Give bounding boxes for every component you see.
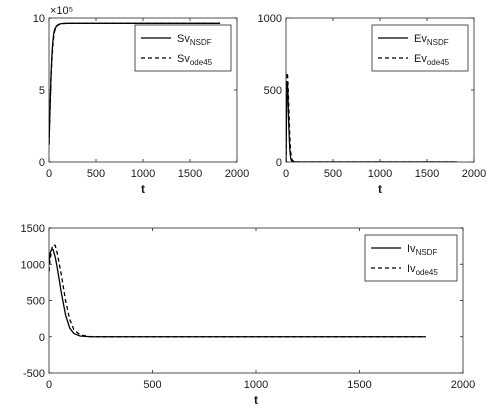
legend-label: Svode45 — [177, 53, 213, 67]
x-axis-label: t — [254, 393, 258, 407]
legend-label-main: Ev — [414, 33, 427, 45]
legend-label: Evode45 — [414, 53, 450, 67]
legend-label-main: Sv — [177, 33, 190, 45]
series-line-iv-ode45 — [49, 243, 426, 338]
legend-label: SvNSDF — [177, 33, 212, 47]
y-tick-label: 1000 — [258, 13, 282, 25]
series-line-ev-nsdf — [286, 81, 458, 162]
legend-label-subscript: ode45 — [427, 58, 450, 67]
x-tick-label: 1500 — [178, 168, 202, 180]
y-exponent-label: ×10⁵ — [50, 5, 73, 17]
x-tick-label: 0 — [283, 168, 289, 180]
legend-label-subscript: ode45 — [190, 58, 213, 67]
series-line-sv-ode45 — [49, 22, 221, 145]
y-tick-label: 500 — [27, 296, 45, 308]
legend-label: IvNSDF — [407, 243, 437, 257]
data-layer — [49, 243, 426, 338]
legend-label-subscript: ode45 — [416, 268, 439, 277]
x-tick-label: 1000 — [244, 379, 268, 391]
legend-label-subscript: NSDF — [190, 38, 212, 47]
legend-label-subscript: NSDF — [427, 38, 449, 47]
y-tick-label: 1500 — [21, 223, 45, 235]
x-tick-label: 2000 — [451, 379, 475, 391]
legend-box — [134, 24, 232, 72]
legend-label-main: Sv — [177, 53, 190, 65]
x-tick-label: 500 — [87, 168, 105, 180]
x-tick-label: 0 — [46, 379, 52, 391]
x-tick-label: 2000 — [225, 168, 249, 180]
legend-label-main: Iv — [407, 243, 416, 255]
y-tick-label: 500 — [264, 85, 282, 97]
legend-label: EvNSDF — [414, 33, 449, 47]
x-axis-label: t — [141, 182, 145, 196]
x-tick-label: 500 — [324, 168, 342, 180]
y-tick-label: 1000 — [21, 259, 45, 271]
x-tick-label: 500 — [143, 379, 161, 391]
legend-box — [371, 24, 469, 72]
x-tick-label: 1500 — [347, 379, 371, 391]
data-layer — [286, 72, 458, 162]
x-tick-label: 1000 — [131, 168, 155, 180]
series-line-ev-ode45 — [286, 72, 458, 162]
legend-label: Ivode45 — [407, 263, 438, 277]
legend-label-main: Iv — [407, 263, 416, 275]
legend-label-subscript: NSDF — [416, 248, 438, 257]
legend-label-main: Ev — [414, 53, 427, 65]
x-tick-label: 2000 — [462, 168, 486, 180]
y-tick-label: 0 — [276, 157, 282, 169]
x-tick-label: 0 — [46, 168, 52, 180]
y-tick-label: -500 — [23, 368, 45, 380]
data-layer — [49, 22, 221, 145]
legend-box — [364, 234, 458, 282]
y-tick-label: 0 — [39, 157, 45, 169]
x-axis-label: t — [378, 182, 382, 196]
x-tick-label: 1000 — [368, 168, 392, 180]
panel-3: 0 500 1000 1500 2000-500050010001500tIvNSDFI… — [21, 223, 476, 407]
y-tick-label: 0 — [39, 332, 45, 344]
y-tick-label: 10 — [33, 13, 45, 25]
x-tick-label: 1500 — [415, 168, 439, 180]
y-tick-label: 5 — [39, 85, 45, 97]
